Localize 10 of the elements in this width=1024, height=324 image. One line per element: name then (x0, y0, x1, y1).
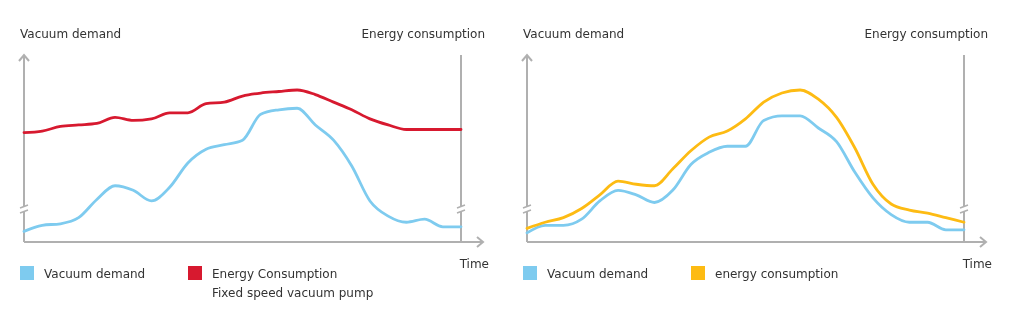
legend-label: Energy Consumption Fixed speed vacuum pump (212, 267, 374, 300)
legend-label: Vacuum demand (547, 267, 649, 281)
x-axis-title: Time (961, 257, 992, 271)
legend-label: energy consumption (715, 267, 839, 281)
legend-label: Vacuum demand (44, 267, 146, 281)
y-axis-title: Vacuum demand (523, 27, 625, 41)
y2-axis-title: Energy consumption (864, 27, 988, 41)
x-axis-title: Time (458, 257, 489, 271)
y2-axis-title: Energy consumption (361, 27, 485, 41)
y-axis-title: Vacuum demand (20, 27, 122, 41)
